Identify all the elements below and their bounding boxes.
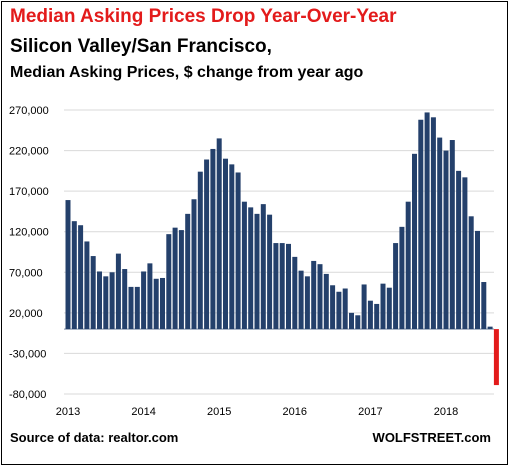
bar bbox=[90, 256, 96, 330]
y-axis: -80,000 -30,000 20,000 70,000 120,000 170,000… bbox=[9, 105, 49, 401]
bar bbox=[292, 256, 298, 330]
bar bbox=[65, 200, 71, 330]
bar bbox=[267, 214, 273, 330]
y-tick-label: 120,000 bbox=[9, 227, 49, 239]
bar bbox=[304, 276, 310, 330]
bar bbox=[223, 158, 228, 330]
bar bbox=[286, 243, 291, 330]
bar bbox=[481, 282, 487, 330]
bar bbox=[191, 199, 197, 330]
bar bbox=[437, 137, 443, 330]
bar bbox=[279, 243, 285, 330]
x-tick-label: 2015 bbox=[207, 406, 231, 418]
chart-subtitle: Silicon Valley/San Francisco, bbox=[10, 36, 272, 57]
bar bbox=[103, 276, 109, 330]
bar bbox=[260, 204, 266, 330]
bar bbox=[399, 226, 405, 330]
brand-label: WOLFSTREET.com bbox=[372, 430, 491, 445]
bar bbox=[374, 303, 380, 330]
bar bbox=[367, 300, 373, 330]
y-tick-label: 20,000 bbox=[9, 308, 43, 320]
source-note: Source of data: realtor.com bbox=[10, 430, 179, 445]
y-tick-label: 220,000 bbox=[9, 146, 49, 158]
bar bbox=[254, 213, 260, 330]
bar bbox=[71, 221, 77, 330]
bar bbox=[185, 213, 191, 330]
x-axis: 2013 2014 2015 2016 2017 2018 bbox=[56, 406, 458, 418]
bar bbox=[172, 227, 178, 330]
chart-title: Median Asking Prices Drop Year-Over-Year bbox=[10, 6, 397, 27]
bar bbox=[166, 234, 172, 330]
bar bbox=[405, 201, 411, 330]
bar-negative bbox=[493, 329, 499, 386]
gridlines bbox=[64, 109, 494, 395]
bar bbox=[141, 271, 147, 330]
bar bbox=[342, 288, 348, 330]
bar bbox=[178, 230, 184, 330]
bar bbox=[160, 277, 165, 330]
bar bbox=[229, 164, 235, 330]
bar bbox=[475, 230, 480, 330]
bar bbox=[216, 138, 222, 330]
bar bbox=[97, 271, 102, 330]
bar bbox=[317, 264, 323, 330]
bar bbox=[78, 225, 84, 330]
bar bbox=[323, 273, 329, 330]
y-tick-label: 70,000 bbox=[9, 267, 43, 279]
y-tick-label: -30,000 bbox=[9, 348, 46, 360]
bar bbox=[115, 253, 121, 330]
bar bbox=[412, 153, 417, 330]
bar bbox=[349, 312, 354, 330]
bar bbox=[386, 287, 392, 330]
bar bbox=[204, 159, 210, 330]
bar bbox=[336, 291, 342, 330]
bar bbox=[380, 283, 386, 330]
y-tick-label: 170,000 bbox=[9, 186, 49, 198]
bars bbox=[65, 112, 499, 386]
bar bbox=[134, 286, 140, 330]
x-tick-label: 2014 bbox=[131, 406, 155, 418]
bar bbox=[235, 172, 241, 330]
bar bbox=[418, 119, 424, 330]
bar bbox=[330, 285, 336, 330]
bar bbox=[147, 263, 153, 330]
bar bbox=[153, 278, 159, 330]
bar bbox=[361, 284, 367, 330]
x-tick-label: 2017 bbox=[358, 406, 382, 418]
bar bbox=[273, 243, 279, 330]
bar bbox=[393, 243, 399, 330]
chart-subtitle-2: Median Asking Prices, $ change from year… bbox=[10, 64, 364, 81]
x-tick-label: 2013 bbox=[56, 406, 80, 418]
bar bbox=[311, 260, 317, 330]
y-tick-label: 270,000 bbox=[9, 105, 49, 117]
bar bbox=[487, 326, 493, 330]
bar bbox=[128, 286, 134, 330]
x-tick-label: 2016 bbox=[283, 406, 307, 418]
bar bbox=[449, 140, 455, 330]
bar bbox=[298, 270, 304, 330]
bar bbox=[456, 170, 462, 330]
x-tick-label: 2018 bbox=[434, 406, 458, 418]
bar bbox=[84, 241, 90, 330]
bar bbox=[241, 201, 247, 330]
bar bbox=[443, 150, 449, 330]
bar bbox=[210, 148, 216, 330]
bar bbox=[122, 269, 128, 330]
bar bbox=[248, 207, 254, 330]
bar bbox=[424, 112, 430, 330]
bar bbox=[355, 315, 361, 330]
bar bbox=[468, 216, 474, 330]
bar bbox=[430, 117, 436, 330]
y-tick-label: -80,000 bbox=[9, 389, 46, 401]
bar bbox=[197, 171, 203, 330]
bar bbox=[109, 272, 115, 330]
bar bbox=[462, 177, 468, 330]
